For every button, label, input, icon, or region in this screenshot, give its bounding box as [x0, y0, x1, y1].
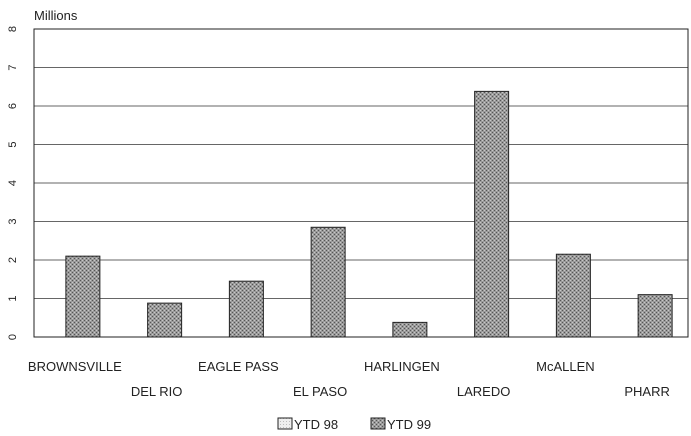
y-tick-label: 2 — [7, 257, 19, 263]
legend: YTD 98 YTD 99 — [277, 417, 431, 432]
y-tick-label: 7 — [7, 64, 19, 70]
x-category-label: BROWNSVILLE — [28, 359, 122, 374]
bars — [65, 90, 673, 338]
y-tick-label: 3 — [7, 218, 19, 224]
y-tick-label: 1 — [7, 295, 19, 301]
bar-ytd-99 — [228, 280, 264, 338]
gridlines — [34, 67, 688, 299]
y-axis-ticks: 0 1 2 3 4 5 6 7 8 — [7, 26, 19, 340]
y-unit-label: Millions — [34, 8, 78, 23]
bar-ytd-99 — [310, 226, 346, 338]
bar-ytd-99 — [147, 302, 183, 338]
plot-frame — [33, 28, 689, 338]
y-tick-label: 8 — [7, 26, 19, 32]
x-category-label: HARLINGEN — [364, 359, 440, 374]
legend-swatch-ytd-98 — [277, 417, 293, 430]
bar-ytd-99 — [392, 321, 428, 338]
y-tick-label: 6 — [7, 103, 19, 109]
legend-label-ytd-99: YTD 99 — [387, 417, 431, 432]
x-category-label: EL PASO — [293, 384, 347, 399]
bar-ytd-99 — [637, 294, 673, 338]
x-category-label: PHARR — [624, 384, 670, 399]
bar-ytd-99 — [555, 253, 591, 338]
x-category-label: EAGLE PASS — [198, 359, 279, 374]
bar-ytd-99 — [65, 255, 101, 338]
legend-swatch-ytd-99 — [370, 417, 386, 430]
legend-item-ytd-98: YTD 98 — [277, 417, 338, 432]
x-category-label: DEL RIO — [131, 384, 183, 399]
x-axis-labels: BROWNSVILLE DEL RIO EAGLE PASS EL PASO HARLI… — [28, 359, 670, 399]
x-category-label: McALLEN — [536, 359, 595, 374]
legend-label-ytd-98: YTD 98 — [294, 417, 338, 432]
bar-ytd-99 — [474, 90, 510, 338]
y-tick-label: 5 — [7, 141, 19, 147]
legend-item-ytd-99: YTD 99 — [370, 417, 431, 432]
y-tick-label: 0 — [7, 334, 19, 340]
y-tick-label: 4 — [7, 180, 19, 186]
x-category-label: LAREDO — [457, 384, 510, 399]
